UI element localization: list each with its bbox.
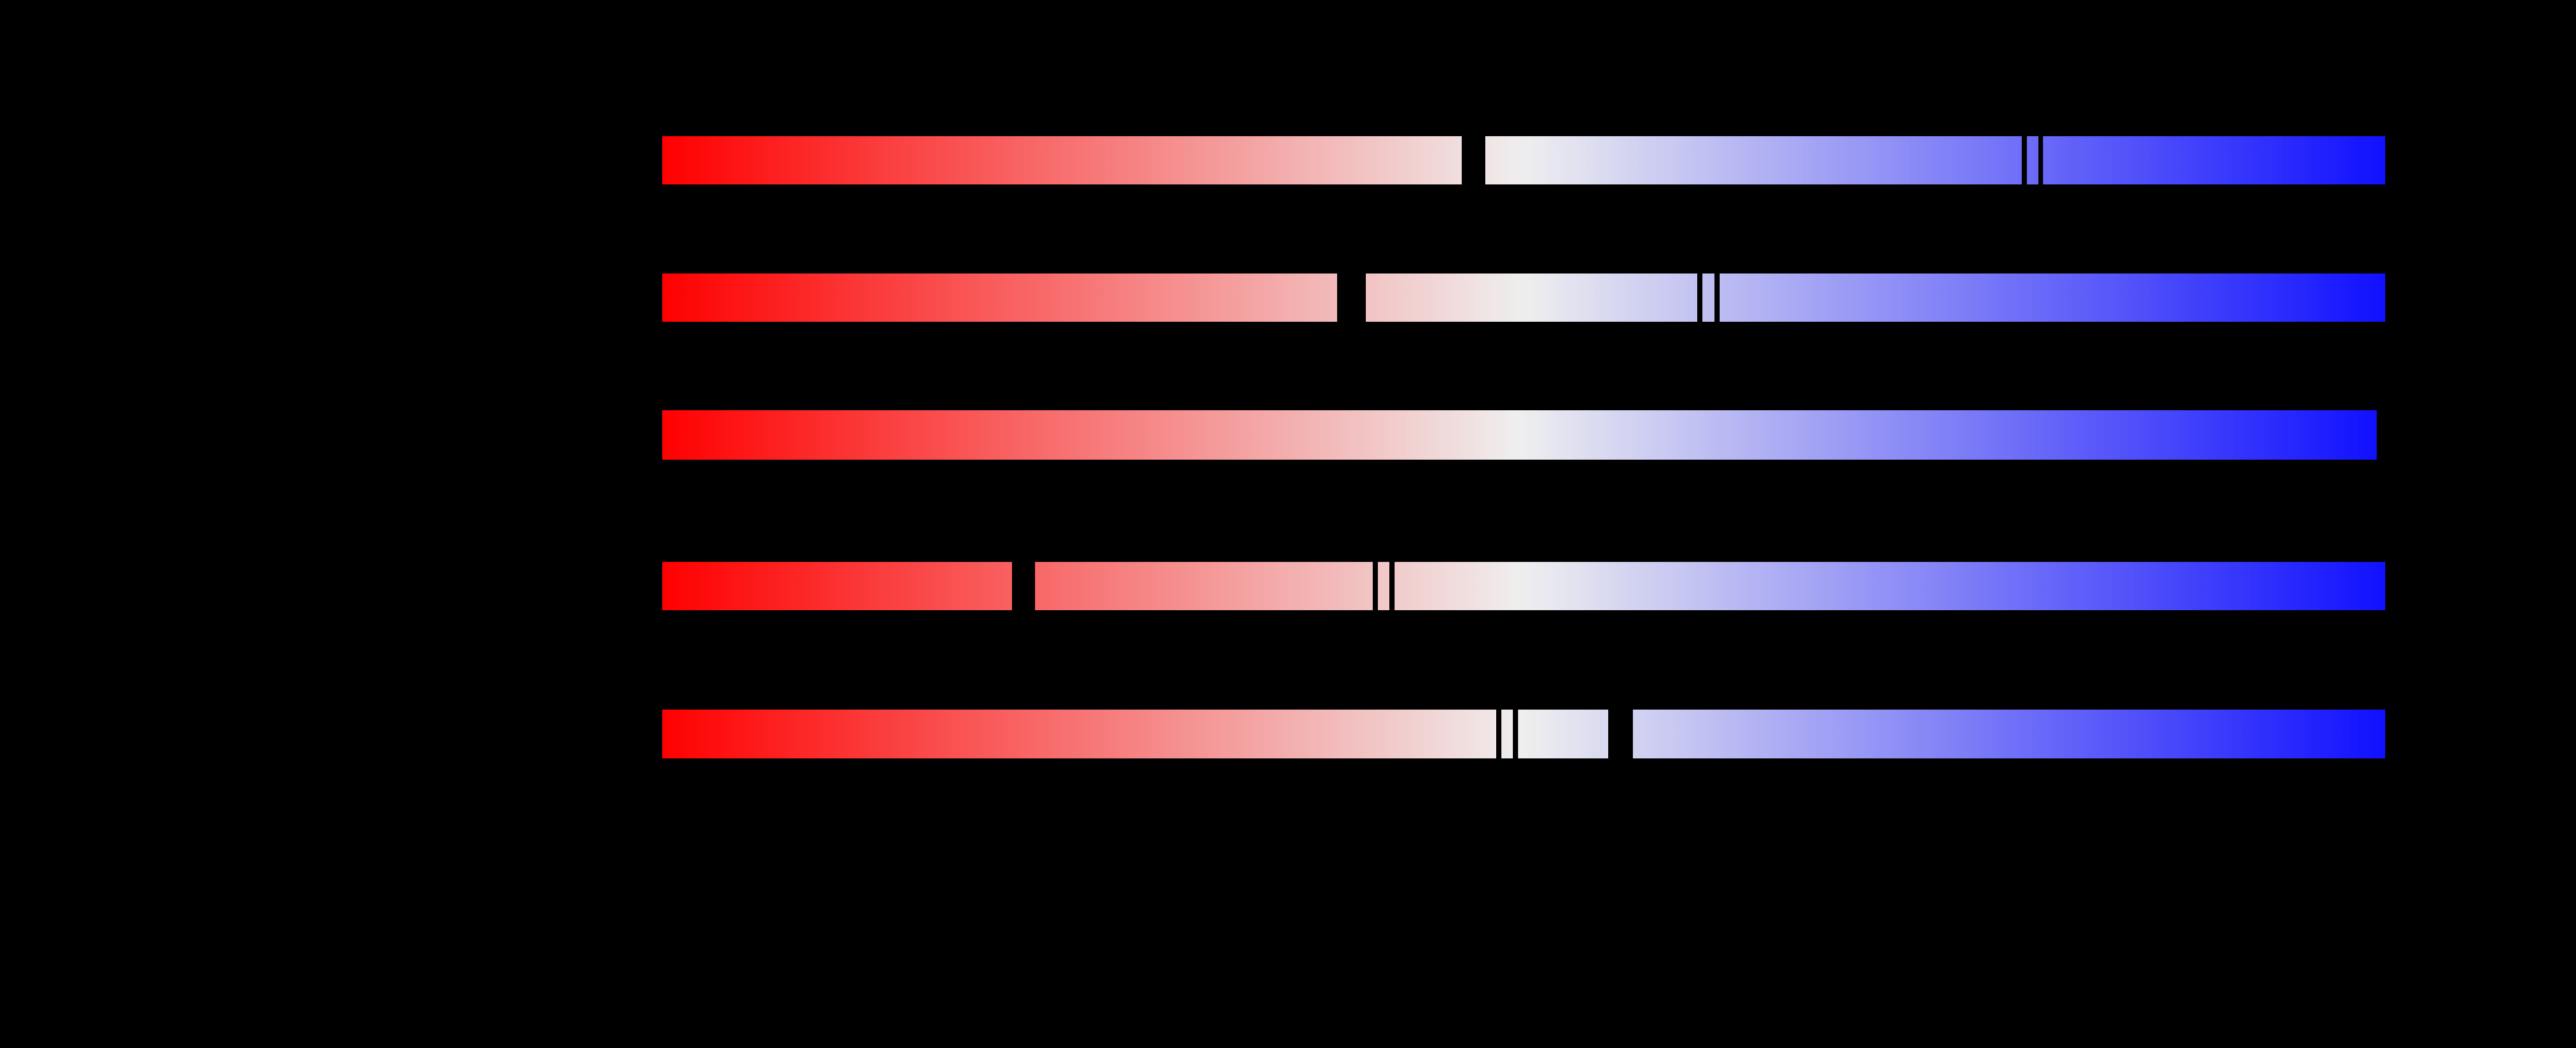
- colorbar-segment-r3-s1[interactable]: [662, 410, 2377, 460]
- colorbar-segment-r2-s3[interactable]: [1702, 273, 1714, 322]
- colorbar-track-5[interactable]: [662, 710, 2385, 758]
- colorbar-segment-r1-s1[interactable]: [662, 136, 1462, 184]
- colorbar-track-2[interactable]: [662, 273, 2385, 322]
- colorbar-segment-r4-s3[interactable]: [1378, 562, 1389, 610]
- colorbar-segment-r4-s4[interactable]: [1395, 562, 2385, 610]
- colorbar-segment-r5-s4[interactable]: [1633, 710, 2385, 758]
- colorbar-segment-r1-s4[interactable]: [2043, 136, 2385, 184]
- colorbar-segment-r1-s3[interactable]: [2027, 136, 2038, 184]
- colorbar-track-1[interactable]: [662, 136, 2385, 184]
- colorbar-segment-r5-s2[interactable]: [1501, 710, 1513, 758]
- colorbar-track-4[interactable]: [662, 562, 2385, 610]
- colorbar-segment-r5-s1[interactable]: [662, 710, 1496, 758]
- colorbar-segment-r2-s2[interactable]: [1366, 273, 1697, 322]
- colorbar-segment-r4-s2[interactable]: [1035, 562, 1373, 610]
- colorbar-segment-r5-s3[interactable]: [1518, 710, 1608, 758]
- colorbar-segment-r2-s1[interactable]: [662, 273, 1337, 322]
- colorbar-segment-r4-s1[interactable]: [662, 562, 1012, 610]
- colorbar-segment-r2-s4[interactable]: [1720, 273, 2385, 322]
- colorbar-segment-r1-s2[interactable]: [1485, 136, 2022, 184]
- colorbar-track-3[interactable]: [662, 410, 2377, 460]
